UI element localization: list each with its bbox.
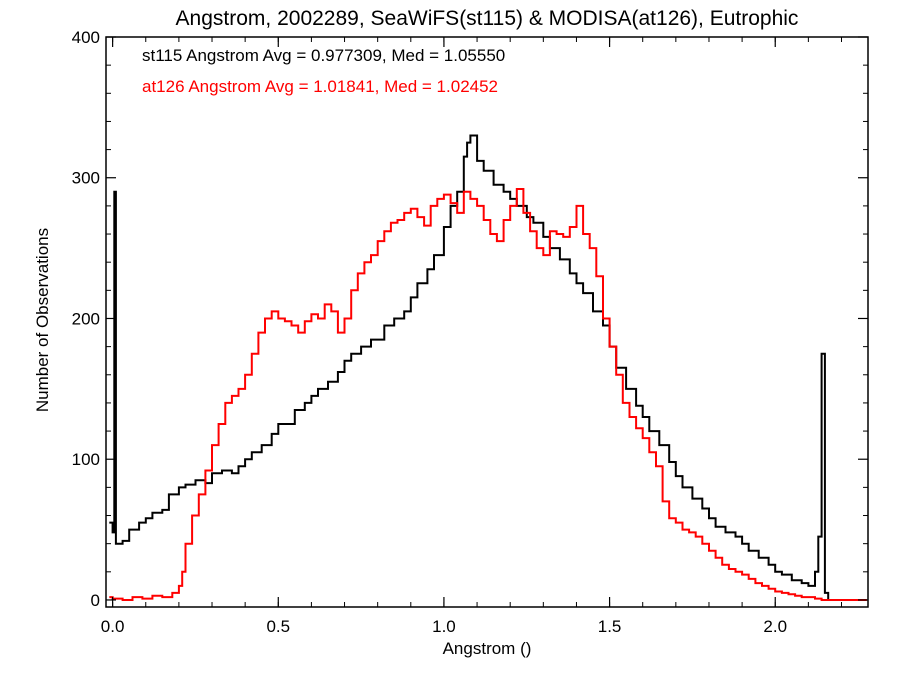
x-tick-label: 0.0 [101, 617, 125, 636]
x-axis-label: Angstrom () [443, 639, 532, 658]
y-axis-label: Number of Observations [33, 228, 52, 412]
y-tick-label: 0 [91, 591, 100, 610]
y-tick-label: 400 [72, 28, 100, 47]
y-tick-label: 300 [72, 169, 100, 188]
x-tick-label: 2.0 [763, 617, 787, 636]
plot-area: 0.0 0.5 1.0 1.5 2.0 0 100 200 300 400 [72, 28, 869, 636]
x-tick-label: 1.5 [598, 617, 622, 636]
series-line-0 [109, 134, 867, 601]
st115-stats-annotation: st115 Angstrom Avg = 0.977309, Med = 1.0… [142, 46, 505, 65]
at126-stats-annotation: at126 Angstrom Avg = 1.01841, Med = 1.02… [142, 77, 498, 96]
y-tick-label: 100 [72, 450, 100, 469]
chart-title: Angstrom, 2002289, SeaWiFS(st115) & MODI… [176, 7, 799, 30]
plot-frame [105, 36, 869, 608]
y-tick-label: 200 [72, 309, 100, 328]
x-tick-label: 1.0 [432, 617, 456, 636]
x-tick-label: 0.5 [266, 617, 290, 636]
series-line-1 [109, 188, 867, 601]
